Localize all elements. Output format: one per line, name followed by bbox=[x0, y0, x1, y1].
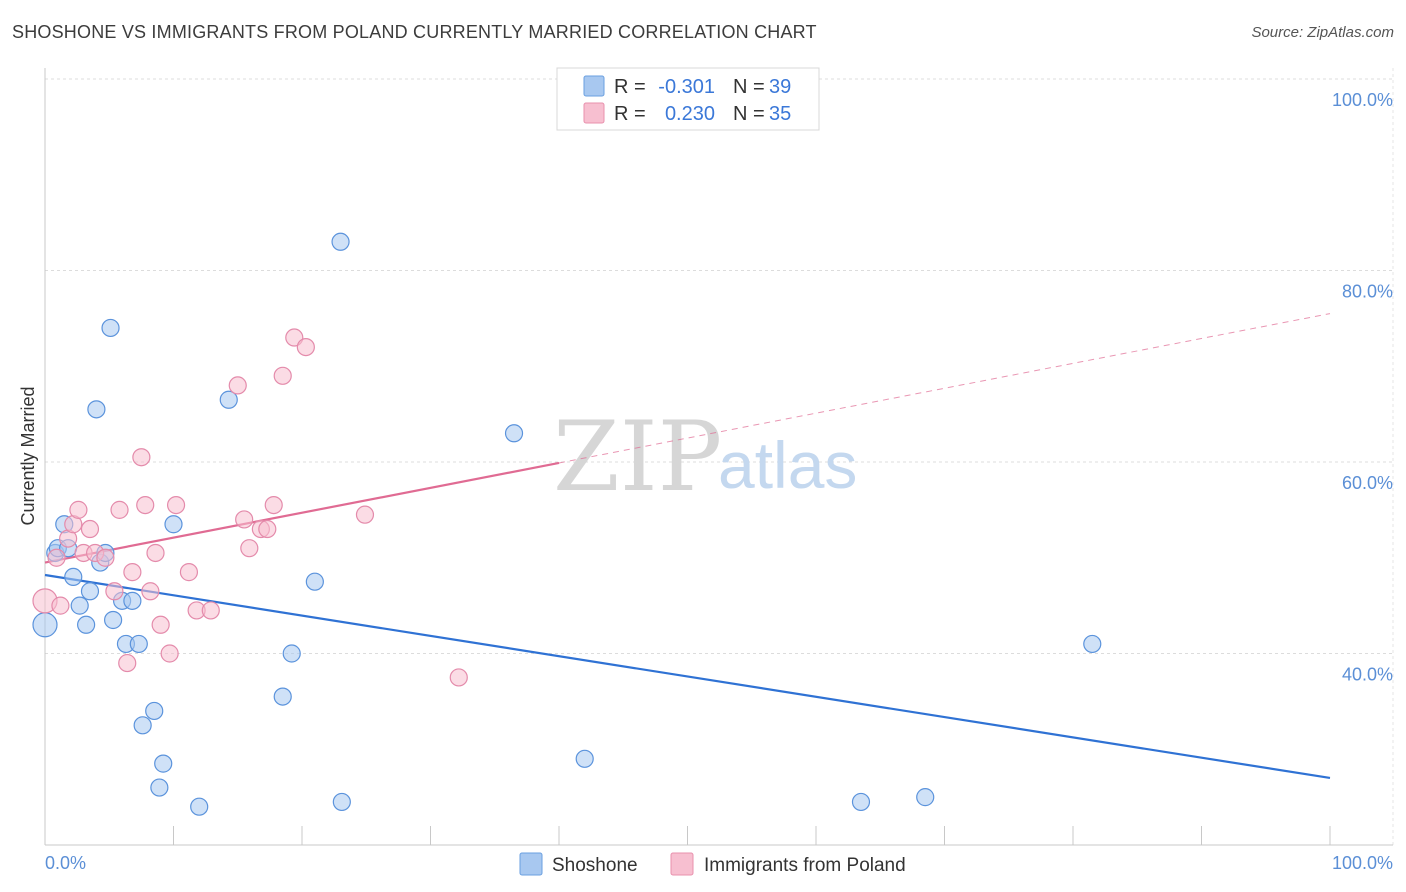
bottom-legend-label-poland: Immigrants from Poland bbox=[704, 855, 906, 876]
point-poland bbox=[141, 582, 160, 601]
point-poland bbox=[96, 548, 115, 567]
point-shoshone bbox=[1083, 634, 1102, 654]
point-shoshone bbox=[70, 596, 89, 615]
trend-line-1 bbox=[44, 461, 560, 564]
point-shoshone bbox=[129, 634, 148, 654]
point-poland bbox=[264, 495, 283, 515]
bottom-legend-swatch-poland bbox=[670, 852, 694, 876]
point-poland bbox=[80, 519, 100, 539]
legend-r-label: R = bbox=[614, 76, 646, 98]
watermark: ZIP atlas bbox=[553, 401, 857, 513]
point-shoshone bbox=[164, 515, 183, 534]
point-poland bbox=[273, 366, 292, 385]
y-axis-title: Currently Married bbox=[18, 386, 38, 525]
point-shoshone bbox=[331, 232, 350, 251]
point-shoshone bbox=[305, 572, 324, 591]
point-poland bbox=[47, 548, 66, 567]
point-poland bbox=[166, 495, 186, 515]
point-poland bbox=[449, 668, 468, 687]
legend-n-value: 35 bbox=[769, 103, 791, 125]
point-shoshone bbox=[32, 612, 58, 638]
legend-n-value: 39 bbox=[769, 76, 791, 98]
bottom-legend-label-shoshone: Shoshone bbox=[552, 855, 638, 876]
point-shoshone bbox=[190, 797, 209, 816]
point-poland bbox=[69, 500, 88, 519]
x-tick-label-min: 0.0% bbox=[45, 853, 86, 873]
point-shoshone bbox=[87, 400, 106, 419]
point-shoshone bbox=[150, 778, 169, 797]
point-shoshone bbox=[77, 615, 96, 634]
point-poland bbox=[51, 596, 70, 615]
point-shoshone bbox=[145, 701, 164, 721]
point-shoshone bbox=[282, 644, 301, 663]
series-legend: Shoshone Immigrants from Poland bbox=[519, 852, 906, 876]
point-shoshone bbox=[219, 390, 238, 409]
bottom-legend-swatch-shoshone bbox=[519, 852, 543, 876]
y-tick-label: 40.0% bbox=[1342, 665, 1393, 685]
point-shoshone bbox=[916, 788, 935, 807]
legend-swatch-shoshone bbox=[583, 75, 605, 97]
point-poland bbox=[123, 563, 142, 582]
point-poland bbox=[110, 500, 129, 519]
source-label: Source: ZipAtlas.com bbox=[1251, 24, 1394, 41]
point-poland bbox=[258, 519, 277, 539]
chart-title: SHOSHONE VS IMMIGRANTS FROM POLAND CURRE… bbox=[12, 22, 817, 42]
point-shoshone bbox=[851, 792, 871, 812]
correlation-legend: R = -0.301 N = 39 R = 0.230 N = 35 bbox=[556, 67, 820, 131]
point-shoshone bbox=[154, 754, 173, 773]
axes bbox=[44, 68, 1393, 846]
legend-n-label: N = bbox=[733, 76, 765, 98]
data-points bbox=[32, 232, 1102, 816]
point-shoshone bbox=[101, 318, 120, 338]
point-poland bbox=[296, 338, 315, 357]
watermark-atlas: atlas bbox=[718, 428, 857, 502]
point-shoshone bbox=[64, 567, 83, 587]
point-poland bbox=[105, 582, 124, 601]
point-poland bbox=[118, 653, 137, 673]
watermark-zip: ZIP bbox=[553, 401, 722, 513]
point-shoshone bbox=[575, 749, 594, 768]
point-poland bbox=[235, 510, 254, 529]
trend-line-extension-1 bbox=[558, 313, 1331, 464]
y-tick-label: 60.0% bbox=[1342, 473, 1393, 493]
point-poland bbox=[240, 539, 259, 558]
x-tick-label-max: 100.0% bbox=[1332, 853, 1393, 873]
point-poland bbox=[132, 448, 151, 467]
legend-r-value: 0.230 bbox=[665, 103, 715, 125]
point-shoshone bbox=[123, 591, 142, 610]
point-shoshone bbox=[504, 424, 524, 443]
trend-lines bbox=[44, 313, 1331, 780]
tick-labels: 40.0% 60.0% 80.0% 100.0% 0.0% 100.0% bbox=[45, 90, 1393, 873]
y-tick-label: 80.0% bbox=[1342, 282, 1393, 302]
legend-r-value: -0.301 bbox=[658, 76, 715, 98]
point-poland bbox=[228, 376, 247, 395]
point-poland bbox=[160, 644, 179, 663]
point-shoshone bbox=[104, 610, 123, 630]
point-poland bbox=[355, 505, 375, 524]
legend-swatch-poland bbox=[583, 102, 605, 124]
point-poland bbox=[151, 615, 170, 634]
point-shoshone bbox=[133, 716, 152, 735]
legend-r-label: R = bbox=[614, 103, 646, 125]
point-poland bbox=[136, 495, 155, 515]
point-poland bbox=[179, 563, 199, 582]
point-shoshone bbox=[80, 582, 100, 601]
y-tick-label: 100.0% bbox=[1332, 90, 1393, 110]
legend-n-label: N = bbox=[733, 103, 765, 125]
point-poland bbox=[146, 543, 165, 563]
point-shoshone bbox=[273, 687, 292, 706]
trend-line-0 bbox=[44, 573, 1331, 780]
point-poland bbox=[201, 601, 220, 620]
point-shoshone bbox=[332, 792, 351, 812]
